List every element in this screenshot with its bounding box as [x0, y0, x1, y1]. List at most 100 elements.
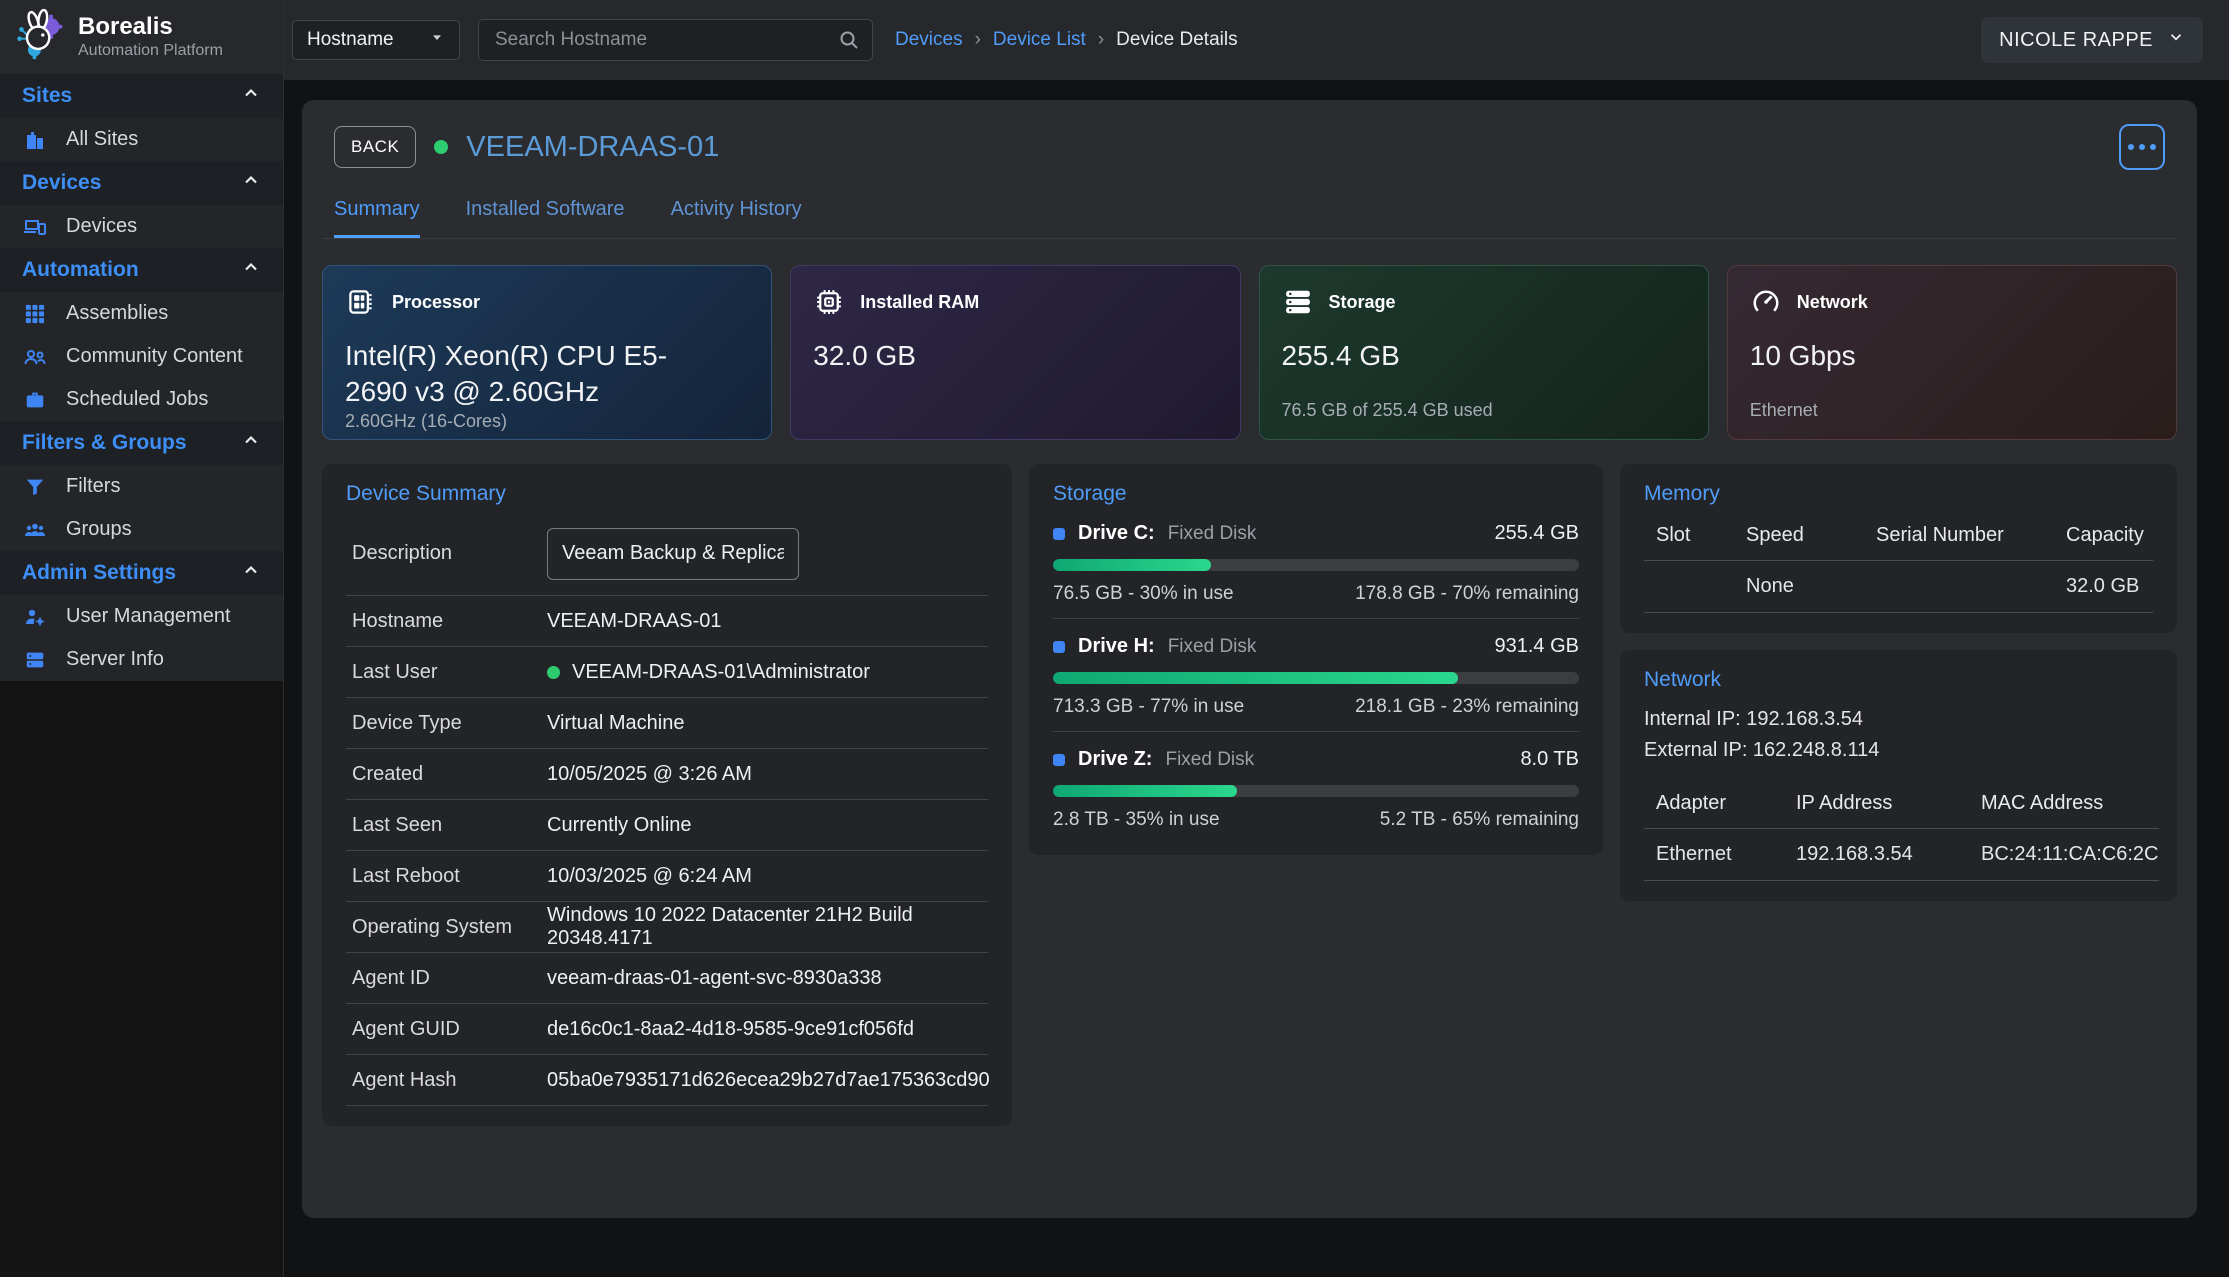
chevron-down-icon — [2167, 28, 2185, 52]
gauge-icon — [1750, 286, 1782, 318]
item-label: Community Content — [66, 345, 243, 367]
online-status-dot — [434, 140, 449, 154]
back-button[interactable]: BACK — [334, 126, 417, 168]
drive-used-text: 2.8 TB - 35% in use — [1053, 809, 1220, 830]
rabbit-gear-logo — [14, 8, 66, 66]
item-label: Filters — [66, 475, 121, 497]
panel-title: Storage — [1053, 482, 1127, 505]
item-label: User Management — [66, 605, 231, 627]
network-card: Network 10 Gbps Ethernet — [1726, 265, 2177, 440]
summary-row-last-seen: Last Seen Currently Online — [346, 800, 988, 851]
search-input[interactable] — [478, 19, 873, 61]
device-tabs: Summary Installed Software Activity Hist… — [322, 170, 2177, 239]
more-actions-button[interactable] — [2119, 124, 2165, 170]
tab-summary[interactable]: Summary — [334, 198, 420, 238]
stat-label: Processor — [392, 291, 481, 312]
sidebar-item-server-info[interactable]: Server Info — [0, 638, 283, 681]
sidebar-section-sites[interactable]: Sites — [0, 74, 283, 118]
grid-icon — [22, 301, 48, 327]
content-area: BACK VEEAM-DRAAS-01 Summary Installed So… — [284, 80, 2229, 1277]
brand: Borealis Automation Platform — [0, 0, 283, 74]
sidebar-item-scheduled-jobs[interactable]: Scheduled Jobs — [0, 378, 283, 421]
stat-subtitle: 2.60GHz (16-Cores) — [345, 410, 508, 431]
drive-usage-bar — [1053, 672, 1579, 684]
panel-title: Memory — [1644, 482, 1720, 505]
section-label: Admin Settings — [22, 561, 177, 584]
memory-cell-capacity: 32.0 GB — [2054, 561, 2153, 613]
drive-free-text: 5.2 TB - 65% remaining — [1379, 809, 1579, 830]
installed-ram-card: Installed RAM 32.0 GB — [790, 265, 1241, 440]
section-label: Devices — [22, 171, 102, 194]
stat-value: Intel(R) Xeon(R) CPU E5-2690 v3 @ 2.60GH… — [345, 340, 668, 408]
sidebar-section-filters-groups[interactable]: Filters & Groups — [0, 421, 283, 465]
summary-row-last-user: Last User VEEAM-DRAAS-01\Administrator — [346, 647, 988, 698]
sidebar-section-admin-settings[interactable]: Admin Settings — [0, 551, 283, 595]
ellipsis-icon — [2139, 144, 2145, 150]
hostname-filter-dropdown[interactable]: Hostname — [292, 20, 460, 60]
drive-usage-bar — [1053, 785, 1579, 797]
breadcrumb-device-details: Device Details — [1116, 29, 1238, 50]
panels-row: Device Summary Description Hostname VEEA… — [322, 464, 2177, 1126]
user-menu[interactable]: NICOLE RAPPE — [1981, 17, 2203, 63]
sidebar-item-filters[interactable]: Filters — [0, 465, 283, 508]
sidebar-section-devices[interactable]: Devices — [0, 161, 283, 205]
description-input[interactable] — [547, 527, 799, 580]
stat-subtitle: Ethernet — [1749, 400, 1818, 420]
stat-subtitle: 76.5 GB of 255.4 GB used — [1281, 400, 1493, 420]
drive-free-text: 178.8 GB - 70% remaining — [1355, 583, 1579, 604]
breadcrumb: Devices › Device List › Device Details — [895, 29, 1238, 51]
sidebar-item-user-management[interactable]: User Management — [0, 595, 283, 638]
sidebar-item-devices[interactable]: Devices — [0, 205, 283, 248]
device-summary-panel: Device Summary Description Hostname VEEA… — [322, 464, 1012, 1126]
section-label: Automation — [22, 258, 139, 281]
sidebar-item-groups[interactable]: Groups — [0, 508, 283, 551]
sidebar-item-all-sites[interactable]: All Sites — [0, 118, 283, 161]
briefcase-icon — [22, 387, 48, 413]
ellipsis-icon — [2128, 144, 2134, 150]
memory-cell-slot — [1644, 561, 1734, 613]
section-label: Sites — [22, 84, 73, 107]
stat-label: Installed RAM — [860, 291, 980, 312]
group-icon — [22, 517, 48, 543]
breadcrumb-device-list[interactable]: Device List — [992, 29, 1086, 50]
summary-row-agent-guid: Agent GUID de16c0c1-8aa2-4d18-9585-9ce91… — [346, 1004, 988, 1055]
network-cell-mac: BC:24:11:CA:C6:2C — [1969, 829, 2159, 881]
chevron-up-icon — [241, 560, 261, 586]
stat-value: 10 Gbps — [1749, 340, 1856, 371]
chevron-up-icon — [241, 257, 261, 283]
summary-row-created: Created 10/05/2025 @ 3:26 AM — [346, 749, 988, 800]
right-column: Memory Slot Speed Serial Number Capacity… — [1620, 464, 2177, 901]
tab-installed-software[interactable]: Installed Software — [465, 198, 625, 220]
topbar: Hostname Devices › Device List › Device … — [284, 0, 2229, 80]
network-cell-ip: 192.168.3.54 — [1784, 829, 1969, 881]
internal-ip: Internal IP: 192.168.3.54 — [1644, 708, 1864, 730]
sidebar-item-assemblies[interactable]: Assemblies — [0, 292, 283, 335]
drive-row-z: Drive Z: Fixed Disk 8.0 TB 2.8 TB - 35% … — [1053, 748, 1579, 830]
sidebar-item-community-content[interactable]: Community Content — [0, 335, 283, 378]
devices-icon — [22, 214, 48, 240]
disk-stack-icon — [1282, 286, 1314, 318]
people-icon — [22, 344, 48, 370]
tab-activity-history[interactable]: Activity History — [670, 198, 802, 220]
sidebar: Borealis Automation Platform Sites All S… — [0, 0, 284, 1277]
panel-title: Device Summary — [346, 482, 506, 505]
chevron-up-icon — [241, 430, 261, 456]
chevron-up-icon — [241, 170, 261, 196]
memory-cell-serial — [1864, 561, 2054, 613]
device-header: BACK VEEAM-DRAAS-01 — [322, 116, 2177, 170]
ellipsis-icon — [2150, 144, 2156, 150]
drive-bullet-icon — [1053, 753, 1065, 766]
server-icon — [22, 647, 48, 673]
sidebar-section-automation[interactable]: Automation — [0, 248, 283, 292]
breadcrumb-devices[interactable]: Devices — [895, 29, 963, 50]
storage-card: Storage 255.4 GB 76.5 GB of 255.4 GB use… — [1258, 265, 1709, 440]
drive-usage-bar — [1053, 559, 1579, 571]
online-status-dot — [547, 665, 560, 679]
item-label: All Sites — [66, 128, 139, 150]
memory-cell-speed: None — [1734, 561, 1864, 613]
summary-row-agent-hash: Agent Hash 05ba0e7935171d626ecea29b27d7a… — [346, 1055, 990, 1106]
stat-label: Storage — [1328, 291, 1396, 312]
brand-name: Borealis — [78, 12, 173, 40]
sidebar-menu: Sites All Sites Devices Devices Automati… — [0, 74, 283, 681]
caret-down-icon — [429, 29, 445, 51]
